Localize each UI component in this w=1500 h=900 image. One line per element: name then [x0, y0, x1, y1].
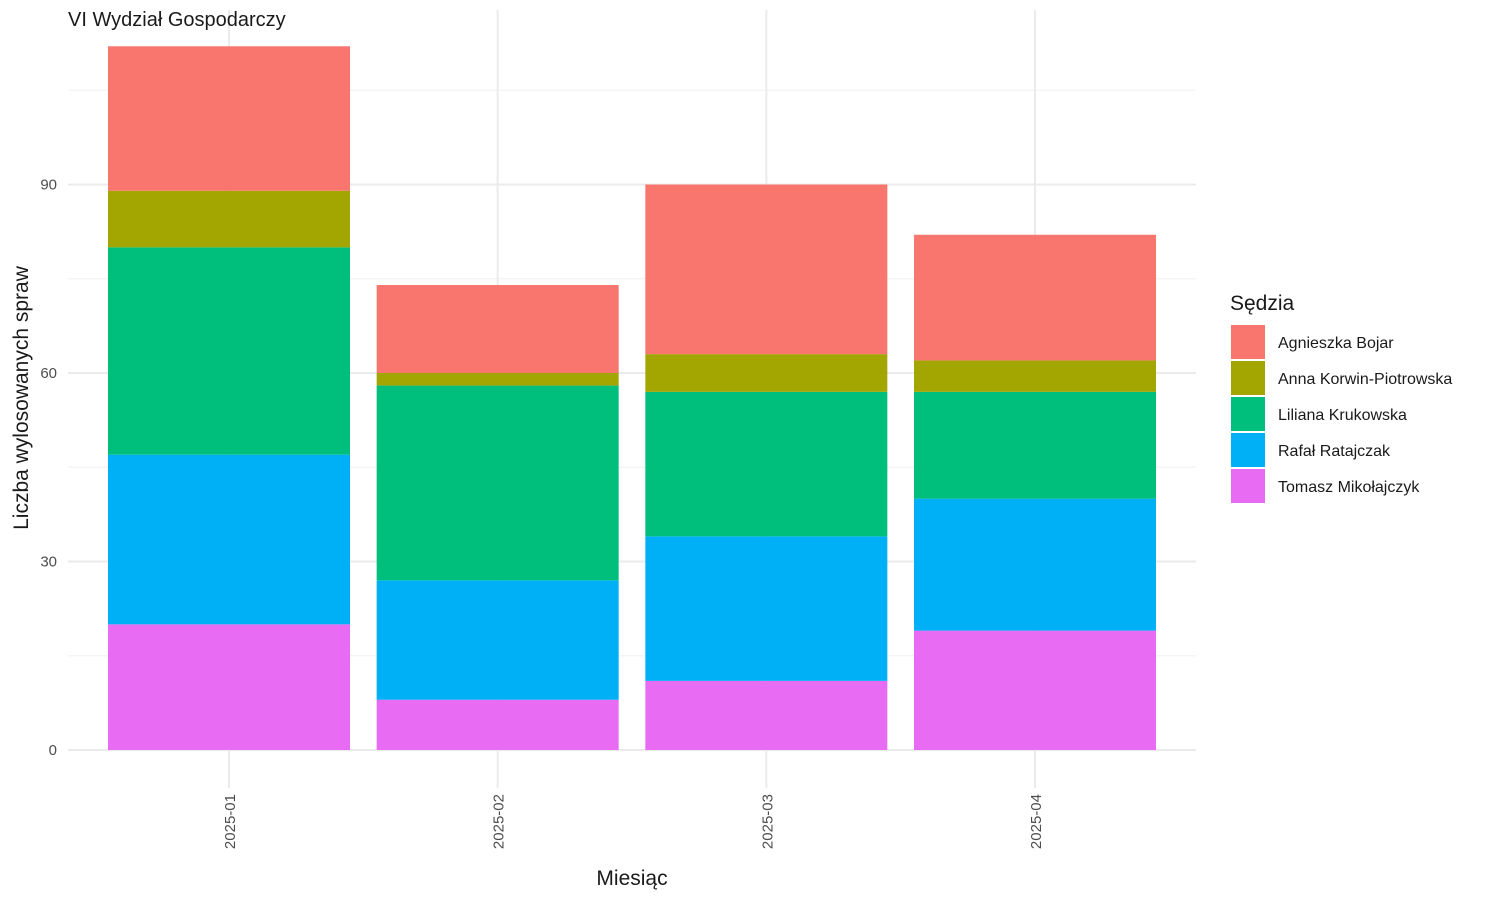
bar-segment-2025-01-tomasz-mikolajczyk — [108, 624, 350, 750]
legend-items: Agnieszka Bojar Anna Korwin-Piotrowska Lil… — [1231, 325, 1452, 503]
bar-segment-2025-03-rafal-ratajczak — [645, 536, 888, 681]
y-axis-title: Liczba wylosowanych spraw — [10, 265, 33, 530]
y-tick-label: 30 — [40, 554, 57, 571]
bar-segment-2025-03-anna-korwin-piotrowska — [645, 354, 888, 392]
bar-segment-2025-02-anna-korwin-piotrowska — [376, 373, 619, 386]
legend-swatch — [1231, 325, 1265, 359]
bar-segment-2025-03-liliana-krukowska — [645, 391, 888, 537]
x-tick-label: 2025-01 — [222, 794, 239, 849]
bar-segment-2025-01-liliana-krukowska — [108, 247, 350, 455]
legend-label: Anna Korwin-Piotrowska — [1278, 371, 1452, 388]
legend-title: Sędzia — [1230, 292, 1295, 315]
legend-label: Liliana Krukowska — [1278, 407, 1407, 424]
bar-segment-2025-04-tomasz-mikolajczyk — [914, 630, 1157, 750]
legend: Sędzia Agnieszka Bojar Anna Korwin-Piotro… — [1230, 292, 1452, 503]
bar-segment-2025-01-agnieszka-bojar — [108, 46, 350, 191]
y-tick-label: 90 — [40, 177, 57, 194]
legend-swatch — [1231, 469, 1265, 503]
legend-label: Rafał Ratajczak — [1278, 443, 1391, 460]
legend-swatch — [1231, 433, 1265, 467]
legend-swatch — [1231, 397, 1265, 431]
y-tick-label: 60 — [40, 365, 57, 382]
bar-segment-2025-04-anna-korwin-piotrowska — [914, 360, 1157, 392]
legend-swatch — [1231, 361, 1265, 395]
bar-segment-2025-02-liliana-krukowska — [376, 385, 619, 581]
x-tick-label: 2025-04 — [1028, 794, 1045, 849]
x-axis-ticks: 2025-01 2025-02 2025-03 2025-04 — [222, 794, 1045, 849]
y-tick-label: 0 — [49, 742, 57, 759]
bar-segment-2025-01-rafal-ratajczak — [108, 454, 350, 625]
legend-label: Tomasz Mikołajczyk — [1278, 479, 1420, 496]
chart-title: VI Wydział Gospodarczy — [68, 9, 286, 31]
bar-segment-2025-04-rafal-ratajczak — [914, 498, 1157, 631]
bar-segment-2025-04-liliana-krukowska — [914, 391, 1157, 499]
bar-segment-2025-02-agnieszka-bojar — [376, 285, 619, 373]
x-tick-label: 2025-02 — [491, 794, 508, 849]
bar-segment-2025-01-anna-korwin-piotrowska — [108, 190, 350, 248]
bar-segment-2025-02-tomasz-mikolajczyk — [376, 699, 619, 750]
legend-label: Agnieszka Bojar — [1278, 335, 1394, 352]
bars — [108, 46, 1157, 750]
x-tick-label: 2025-03 — [759, 794, 776, 849]
x-axis-title: Miesiąc — [596, 867, 667, 890]
y-axis-ticks: 0 30 60 90 — [40, 177, 57, 760]
bar-segment-2025-02-rafal-ratajczak — [376, 580, 619, 700]
bar-segment-2025-03-tomasz-mikolajczyk — [645, 680, 888, 750]
bar-segment-2025-04-agnieszka-bojar — [914, 234, 1157, 361]
bar-segment-2025-03-agnieszka-bojar — [645, 184, 888, 355]
